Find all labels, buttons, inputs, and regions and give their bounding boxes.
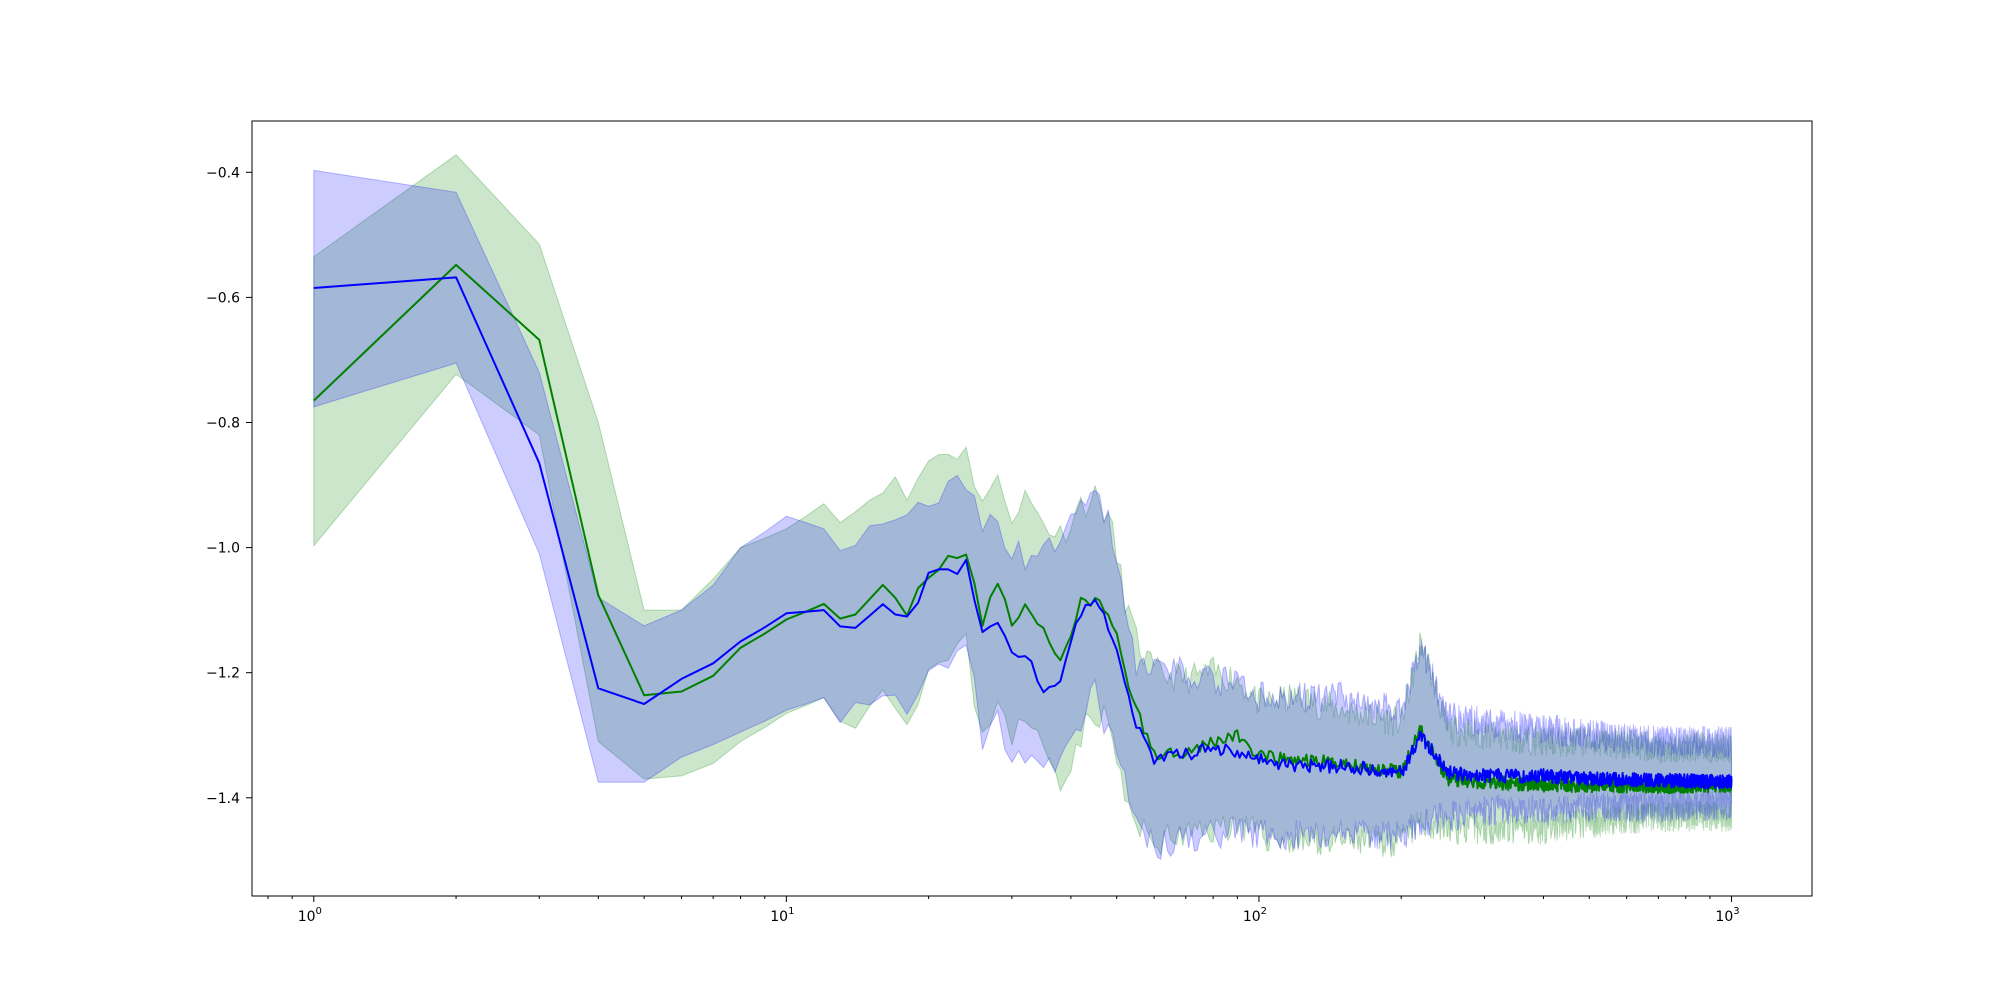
y-tick-label: −0.4 — [206, 165, 240, 181]
x-tick-base: 10 — [770, 909, 788, 925]
x-tick-label: 102 — [1243, 906, 1267, 925]
y-tick-label: −1.4 — [206, 791, 240, 807]
y-axis-ticks: −0.4 −0.6 −0.8 −1.0 −1.2 −1.4 — [206, 165, 252, 807]
x-tick-base: 10 — [1243, 909, 1261, 925]
x-tick-base: 10 — [1715, 909, 1733, 925]
x-tick-label: 103 — [1715, 906, 1739, 925]
x-axis-ticks: 100 101 102 103 — [267, 896, 1740, 925]
x-tick-label: 101 — [770, 906, 794, 925]
series-lines — [313, 263, 1733, 795]
y-tick-label: −0.8 — [206, 415, 240, 431]
y-tick-label: −0.6 — [206, 290, 240, 306]
x-tick-exponent: 0 — [316, 906, 322, 917]
line-series-2 — [313, 276, 1733, 790]
y-tick-label: −1.0 — [206, 541, 240, 557]
y-tick-label: −1.2 — [206, 666, 240, 682]
x-tick-exponent: 3 — [1733, 906, 1739, 917]
axes-frame — [251, 120, 1813, 897]
x-tick-label: 100 — [298, 906, 322, 925]
x-tick-exponent: 2 — [1261, 906, 1267, 917]
x-tick-base: 10 — [298, 909, 316, 925]
band-series-1 — [313, 154, 1732, 857]
x-tick-exponent: 1 — [788, 906, 794, 917]
